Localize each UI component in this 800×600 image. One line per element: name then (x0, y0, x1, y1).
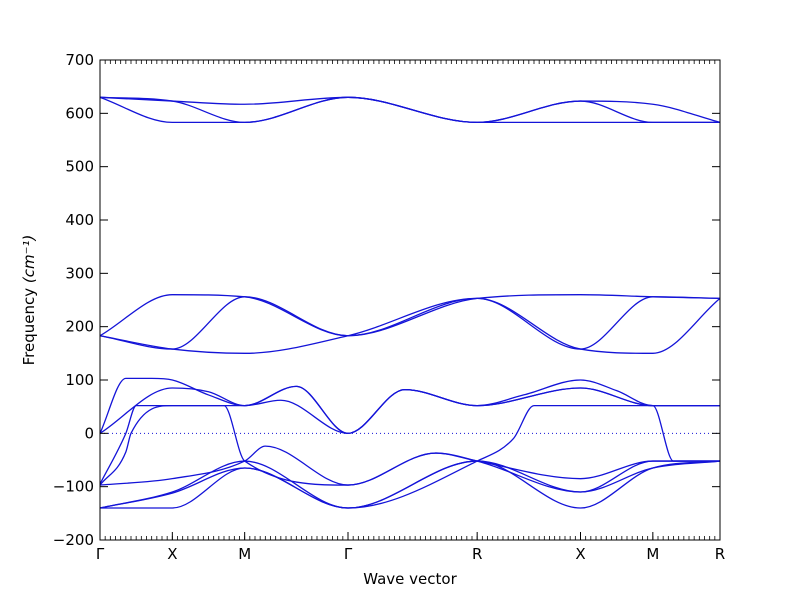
y-axis-label-text: Frequency (20, 283, 38, 365)
plot-frame (99, 59, 721, 541)
x-tick-label: M (646, 545, 659, 563)
y-tick-label: 0 (84, 424, 94, 442)
y-tick-label: 600 (65, 104, 94, 122)
band-line-9 (99, 385, 720, 485)
x-tick-label: R (715, 545, 725, 563)
band-line-12 (99, 404, 720, 509)
y-axis-label-unit: (cm⁻¹) (20, 235, 38, 284)
y-tick-label: 200 (65, 318, 94, 336)
band-line-3 (99, 96, 720, 124)
band-line-11 (99, 404, 720, 493)
y-tick-label: 500 (65, 158, 94, 176)
x-tick-label: R (472, 545, 482, 563)
x-tick-label: M (238, 545, 251, 563)
y-tick-labels: −200 −100 0 100 200 300 400 500 600 700 (53, 51, 94, 549)
x-axis-label: Wave vector (363, 570, 457, 588)
band-line-5 (99, 296, 721, 350)
y-tick-label: −200 (53, 531, 94, 549)
y-tick-label: 700 (65, 51, 94, 69)
x-tick-label: X (167, 545, 177, 563)
y-tick-label: 100 (65, 371, 94, 389)
y-tick-label: 400 (65, 211, 94, 229)
y-tick-label: 300 (65, 264, 94, 282)
band-line-14 (99, 460, 721, 509)
x-tick-label: Γ (96, 545, 105, 563)
y-tick-label: −100 (53, 478, 94, 496)
x-tick-label: X (575, 545, 585, 563)
band-line-4 (99, 294, 721, 337)
axis-ticks (99, 59, 721, 541)
phonon-bands (99, 96, 721, 509)
x-tick-label: Γ (344, 545, 353, 563)
y-axis-label: Frequency (cm⁻¹) (20, 235, 38, 366)
band-line-6 (99, 297, 721, 354)
